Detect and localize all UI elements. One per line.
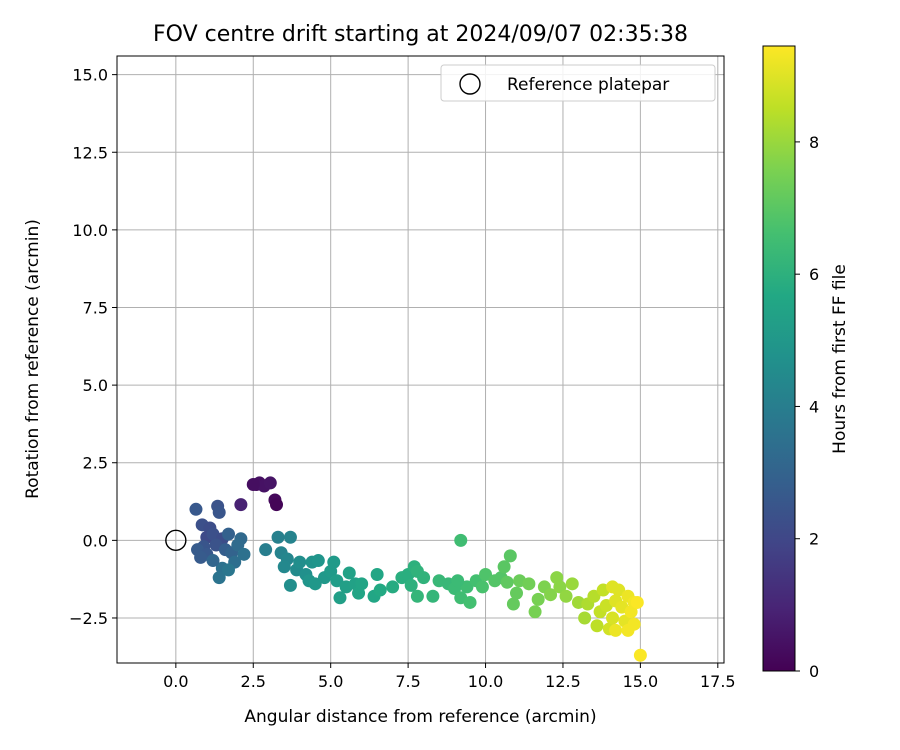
legend-marker-open-circle <box>459 73 481 95</box>
x-tick-label: 2.5 <box>241 672 266 691</box>
data-point <box>283 530 297 544</box>
data-point <box>531 592 545 606</box>
x-tick-label: 5.0 <box>318 672 343 691</box>
legend-box <box>440 64 716 102</box>
reference-platepar-marker <box>165 529 187 552</box>
data-point <box>454 533 468 547</box>
colorbar-tick-label: 4 <box>809 397 819 416</box>
data-point <box>311 554 325 568</box>
data-point <box>355 577 369 591</box>
data-point <box>271 530 285 544</box>
data-point <box>194 550 208 564</box>
y-axis-label: Rotation from reference (arcmin) <box>23 219 43 499</box>
x-tick-label: 15.0 <box>623 672 659 691</box>
data-point <box>269 498 283 512</box>
data-point <box>231 538 245 552</box>
data-point <box>606 611 620 625</box>
y-tick-label: 10.0 <box>72 221 108 240</box>
data-point <box>510 586 524 600</box>
colorbar-tick-label: 2 <box>809 530 819 549</box>
data-point <box>293 555 307 569</box>
data-point <box>330 574 344 588</box>
data-point <box>500 575 514 589</box>
y-tick-label: 5.0 <box>83 376 108 395</box>
data-point <box>308 577 322 591</box>
data-point <box>426 589 440 603</box>
x-tick-label: 10.0 <box>468 672 504 691</box>
data-point <box>463 595 477 609</box>
data-point <box>410 589 424 603</box>
data-point <box>404 578 418 592</box>
data-point <box>621 623 635 637</box>
data-point <box>386 580 400 594</box>
data-point <box>206 554 220 568</box>
plot-frame <box>116 55 725 664</box>
data-point <box>590 619 604 633</box>
data-point <box>522 577 536 591</box>
legend: Reference platepar <box>440 64 716 102</box>
data-point <box>544 588 558 602</box>
data-point <box>633 648 647 662</box>
data-point <box>234 498 248 512</box>
data-point <box>609 623 623 637</box>
data-point <box>553 580 567 594</box>
data-point <box>451 574 465 588</box>
x-tick-label: 0.0 <box>163 672 188 691</box>
data-point <box>277 560 291 574</box>
data-point <box>333 591 347 605</box>
data-point <box>283 578 297 592</box>
data-point <box>497 560 511 574</box>
data-point <box>327 555 341 569</box>
axis-ticks: 0.0 2.5 5.0 7.5 10.0 12.5 15.0 17.5 −2.5 0.0 2.5 5.… <box>69 66 735 691</box>
data-point <box>370 568 384 582</box>
data-point <box>528 605 542 619</box>
data-point <box>565 577 579 591</box>
chart-title: FOV centre drift starting at 2024/09/07 … <box>153 22 688 47</box>
data-point <box>506 597 520 611</box>
data-point <box>606 580 620 594</box>
data-point <box>189 502 203 516</box>
colorbar-tick-label: 0 <box>809 662 819 681</box>
y-tick-label: 15.0 <box>72 66 108 85</box>
data-point <box>221 527 235 541</box>
data-point <box>475 580 489 594</box>
data-point <box>460 580 474 594</box>
data-point <box>246 477 260 491</box>
y-tick-label: −2.5 <box>69 609 108 628</box>
data-point <box>373 583 387 597</box>
x-tick-label: 17.5 <box>700 672 736 691</box>
data-point <box>630 595 644 609</box>
colorbar-tick-label: 8 <box>809 133 819 152</box>
data-point <box>259 543 273 557</box>
x-tick-label: 7.5 <box>395 672 420 691</box>
data-point <box>503 549 517 563</box>
data-point <box>263 476 277 490</box>
colorbar-tick-label: 6 <box>809 265 819 284</box>
data-points <box>189 476 647 662</box>
y-tick-label: 0.0 <box>83 531 108 550</box>
grid-lines <box>117 56 724 663</box>
colorbar-ticks: 0 2 4 6 8 <box>795 133 819 681</box>
reference-marker <box>165 529 187 552</box>
legend-label-reference-platepar: Reference platepar <box>507 75 669 95</box>
data-point <box>212 571 226 585</box>
data-point <box>237 547 251 561</box>
y-tick-label: 7.5 <box>83 298 108 317</box>
data-point <box>587 589 601 603</box>
x-axis-label: Angular distance from reference (arcmin) <box>244 707 596 727</box>
data-point <box>212 505 226 519</box>
data-point <box>221 563 235 577</box>
data-point <box>479 568 493 582</box>
x-tick-label: 12.5 <box>545 672 581 691</box>
colorbar-label: Hours from first FF file <box>830 264 850 454</box>
data-point <box>342 566 356 580</box>
data-point <box>559 589 573 603</box>
colorbar <box>762 45 796 672</box>
y-tick-label: 2.5 <box>83 454 108 473</box>
y-tick-label: 12.5 <box>72 143 108 162</box>
data-point <box>578 611 592 625</box>
data-point <box>417 571 431 585</box>
